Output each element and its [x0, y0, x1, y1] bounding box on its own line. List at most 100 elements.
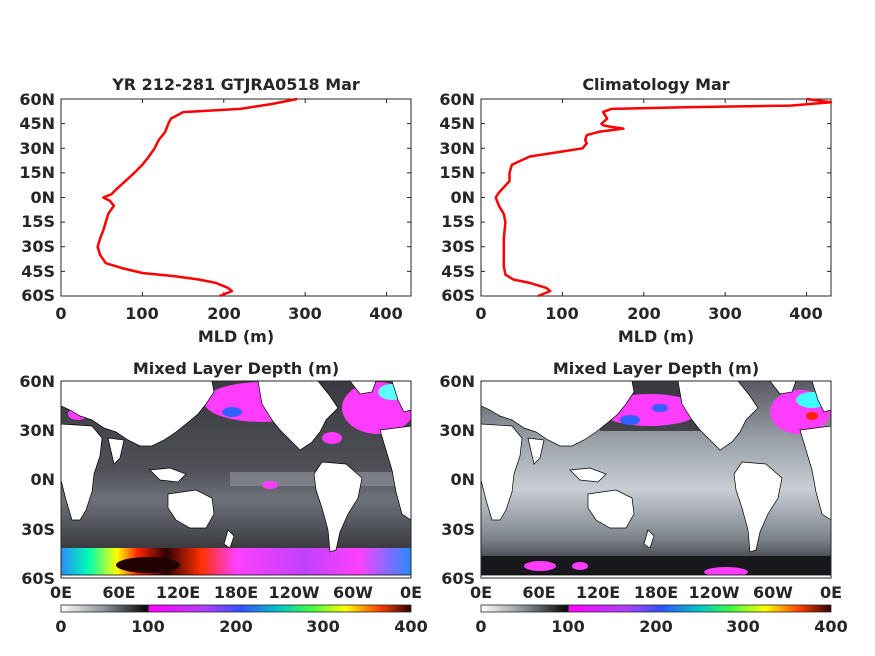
y-tick-label: 60N — [19, 90, 55, 109]
land-greenland — [349, 381, 377, 395]
x-axis-label: MLD (m) — [618, 327, 694, 346]
x-tick-labels: 0 100 200 300 400 — [475, 304, 822, 323]
lat-tick-label: 60S — [21, 569, 55, 588]
colorbar-tick-label: 100 — [131, 617, 164, 636]
lat-tick-label: 60N — [19, 372, 55, 391]
y-tick-label: 30S — [441, 237, 475, 256]
lat-tick-labels: 60N 30N 0N 30S 60S — [439, 372, 475, 588]
x-tick-labels: 0 100 200 300 400 — [55, 304, 402, 323]
land-antarctica — [61, 574, 411, 578]
y-tick-label: 60N — [439, 90, 475, 109]
land-africa-east — [799, 425, 831, 521]
colorbar-frame — [480, 604, 832, 613]
colorbar-tick-label: 300 — [726, 617, 759, 636]
land-antarctica — [481, 574, 831, 578]
high-mld-southern — [572, 562, 588, 570]
panel-title-map-climatology: Mixed Layer Depth (m) — [553, 359, 759, 378]
y-tick-label: 60S — [441, 286, 475, 305]
x-tick-label: 200 — [627, 304, 660, 323]
land-eurasia-east — [811, 381, 831, 413]
colorbar-tick-label: 100 — [551, 617, 584, 636]
panel-map-climatology: Mixed Layer Depth (m) — [439, 359, 847, 636]
lon-tick-label: 120E — [576, 583, 620, 602]
colorbar-high — [148, 605, 411, 612]
y-tick-label: 15N — [19, 163, 55, 182]
colorbar-low — [481, 605, 569, 612]
colorbar: 0 100 200 300 400 — [55, 604, 428, 636]
axes-frame — [60, 98, 412, 297]
colorbar-tick-label: 200 — [639, 617, 672, 636]
lon-tick-label: 60E — [522, 583, 555, 602]
map-frame — [60, 380, 412, 579]
y-tick-label: 0N — [450, 188, 475, 207]
y-tick-label: 45N — [19, 114, 55, 133]
panel-line-model: YR 212-281 GTJRA0518 Mar 60N 45N 30N 15N… — [19, 75, 412, 346]
panel-title-climatology: Climatology Mar — [582, 75, 729, 94]
high-mld-gulfstream — [322, 432, 342, 444]
land-north-america — [677, 381, 759, 451]
panel-title-model: YR 212-281 GTJRA0518 Mar — [111, 75, 360, 94]
land-south-america — [313, 461, 363, 553]
y-tick-labels: 60N 45N 30N 15N 0N 15S 30S 45S 60S — [439, 90, 475, 305]
land-india — [107, 437, 125, 465]
high-mld-pacific-core — [222, 407, 242, 417]
land-eurasia — [61, 381, 215, 447]
lon-tick-label: 60E — [102, 583, 135, 602]
y-tick-label: 45S — [441, 262, 475, 281]
lon-tick-label: 180E — [214, 583, 258, 602]
lat-tick-label: 60N — [439, 372, 475, 391]
lat-tick-label: 60S — [441, 569, 475, 588]
colorbar-tick-label: 200 — [219, 617, 252, 636]
land-maritime-continent — [569, 467, 607, 483]
lon-tick-label: 60W — [333, 583, 373, 602]
land-africa-east — [379, 425, 411, 521]
colorbar-frame — [60, 604, 412, 613]
colorbar-low — [61, 605, 149, 612]
high-mld-southern — [524, 561, 556, 571]
x-tick-label: 100 — [125, 304, 158, 323]
southern-ocean-core — [116, 557, 180, 573]
land-new-zealand — [643, 529, 655, 549]
land-australia — [587, 489, 635, 529]
lat-tick-label: 30S — [21, 520, 55, 539]
lon-tick-label: 120E — [156, 583, 200, 602]
colorbar-tick-label: 400 — [394, 617, 427, 636]
land-india — [527, 437, 545, 465]
lon-tick-label: 0E — [400, 583, 422, 602]
colorbar-tick-label: 300 — [306, 617, 339, 636]
lon-tick-label: 180E — [634, 583, 678, 602]
lat-tick-label: 30N — [19, 421, 55, 440]
y-tick-label: 30S — [21, 237, 55, 256]
mld-field — [61, 381, 411, 578]
y-tick-label: 0N — [30, 188, 55, 207]
y-tick-label: 30N — [19, 139, 55, 158]
x-tick-label: 400 — [369, 304, 402, 323]
high-mld-southern — [704, 567, 748, 577]
axes-frame — [480, 98, 832, 297]
map-frame — [480, 380, 832, 579]
land-australia — [167, 489, 215, 529]
y-tick-label: 30N — [439, 139, 475, 158]
x-tick-label: 300 — [708, 304, 741, 323]
y-tick-label: 60S — [21, 286, 55, 305]
lon-tick-label: 0E — [470, 583, 492, 602]
lat-tick-label: 0N — [450, 470, 475, 489]
high-mld-atlantic-red — [806, 412, 818, 420]
panel-map-model: Mixed Layer Depth (m) — [19, 359, 427, 636]
land-new-zealand — [223, 529, 235, 549]
mld-profile-line — [96, 97, 298, 298]
lon-tick-label: 0E — [820, 583, 842, 602]
colorbar-tick-label: 400 — [814, 617, 847, 636]
x-tick-label: 100 — [545, 304, 578, 323]
lon-tick-label: 120W — [688, 583, 739, 602]
panel-title-map-model: Mixed Layer Depth (m) — [133, 359, 339, 378]
line-series-group — [60, 97, 411, 298]
land-eurasia — [481, 381, 635, 447]
lat-tick-label: 0N — [30, 470, 55, 489]
lon-tick-label: 120W — [268, 583, 319, 602]
lon-tick-label: 60W — [753, 583, 793, 602]
mld-profile-line — [494, 97, 833, 298]
land-africa — [61, 423, 103, 521]
land-maritime-continent — [149, 467, 187, 483]
colorbar-high — [568, 605, 831, 612]
